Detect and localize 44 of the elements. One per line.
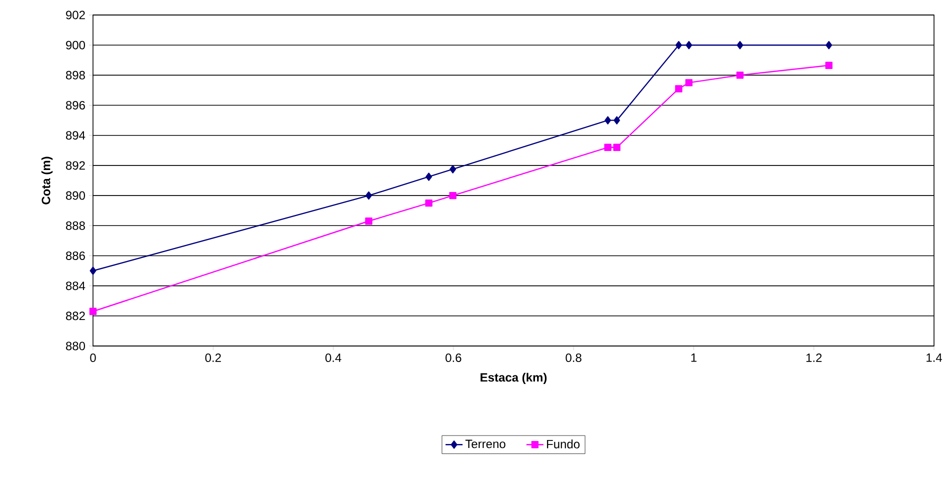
x-tick-label: 1	[691, 354, 696, 362]
x-tick-label: 0.4	[325, 354, 342, 362]
point	[826, 40, 832, 50]
x-tick-label: 0.8	[566, 354, 582, 362]
legend-label: Fundo	[547, 440, 580, 448]
point	[675, 40, 682, 50]
point	[686, 40, 692, 50]
x-tick-label: 0.6	[446, 354, 462, 362]
x-tick-label: 1.4	[926, 354, 942, 362]
y-tick-label: 898	[66, 70, 85, 80]
y-tick-label: 888	[66, 221, 85, 230]
x-axis-title: Estaca (km)	[480, 372, 547, 384]
y-tick-label: 890	[66, 191, 86, 200]
point	[685, 79, 693, 86]
y-tick-label: 894	[66, 131, 86, 140]
point	[604, 116, 612, 124]
y-tick-label: 902	[66, 10, 85, 20]
point	[366, 191, 372, 200]
y-tick-label: 880	[66, 342, 86, 350]
legend-label: Terreno	[465, 440, 506, 448]
x-tick-label: 1.2	[806, 354, 822, 362]
x-tick-label: 0.2	[205, 354, 221, 362]
point	[449, 192, 456, 200]
y-tick-label: 884	[66, 282, 86, 290]
y-tick-label: 900	[66, 40, 86, 50]
point	[89, 308, 97, 315]
point	[736, 40, 744, 50]
y-tick-label: 896	[66, 101, 85, 110]
point	[613, 144, 620, 151]
y-tick-label: 882	[66, 312, 85, 320]
y-tick-label: 886	[66, 251, 85, 260]
point	[614, 116, 620, 124]
point	[450, 165, 456, 174]
point	[426, 172, 432, 181]
y-axis-title: Cota (m)	[41, 156, 53, 204]
point	[365, 218, 372, 225]
x-tick-label: 0	[90, 354, 96, 362]
point	[736, 72, 744, 79]
point	[825, 62, 832, 69]
point	[90, 266, 96, 275]
y-tick-label: 892	[66, 161, 85, 170]
point	[425, 199, 432, 207]
point	[675, 85, 682, 92]
point	[604, 144, 612, 151]
